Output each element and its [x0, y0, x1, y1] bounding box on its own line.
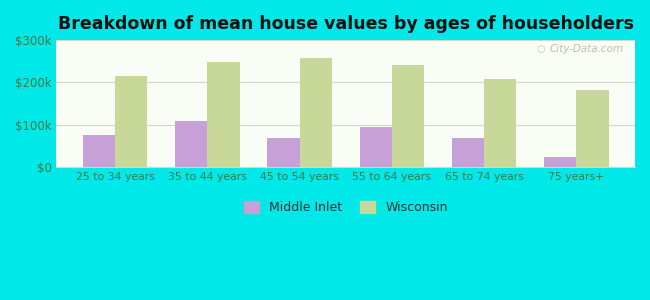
Text: ○: ○ [537, 44, 545, 54]
Title: Breakdown of mean house values by ages of householders: Breakdown of mean house values by ages o… [58, 15, 634, 33]
Bar [577, 90, 608, 167]
Text: City-Data.com: City-Data.com [549, 44, 623, 54]
Bar [484, 79, 517, 167]
Legend: Middle Inlet, Wisconsin: Middle Inlet, Wisconsin [244, 201, 448, 214]
Bar [544, 157, 577, 167]
Bar [392, 65, 424, 167]
Bar [359, 127, 392, 167]
Bar [452, 138, 484, 167]
Bar [175, 121, 207, 167]
Bar [207, 62, 240, 167]
Bar [83, 136, 115, 167]
Bar [267, 138, 300, 167]
Bar [115, 76, 148, 167]
Bar [300, 58, 332, 167]
